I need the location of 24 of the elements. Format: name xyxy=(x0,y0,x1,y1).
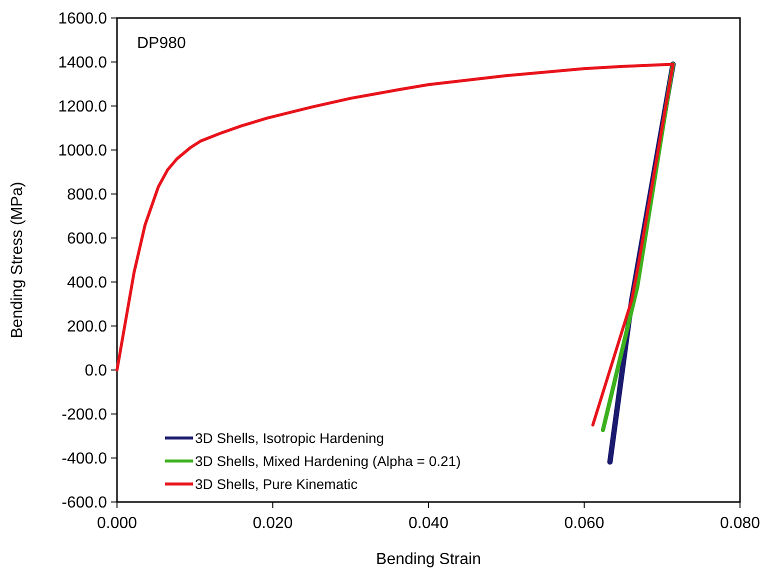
x-tick-label: 0.060 xyxy=(564,515,604,532)
legend-label: 3D Shells, Pure Kinematic xyxy=(195,476,358,492)
y-tick-label: 800.0 xyxy=(66,186,108,204)
text: DP980 xyxy=(137,35,186,52)
y-tick-label: 400.0 xyxy=(66,274,108,292)
y-tick-label: -600.0 xyxy=(62,494,108,512)
y-tick-label: 200.0 xyxy=(66,318,108,336)
y-tick-label: 1200.0 xyxy=(58,98,108,116)
y-axis-title: Bending Stress (MPa) xyxy=(9,182,26,338)
y-tick-label: 0.0 xyxy=(84,362,108,380)
y-tick-label: 1400.0 xyxy=(58,54,108,72)
y-tick-label: 1000.0 xyxy=(58,142,108,160)
y-tick-label: -200.0 xyxy=(62,406,108,424)
x-tick-label: 0.040 xyxy=(408,515,449,532)
y-tick-label: -400.0 xyxy=(62,450,108,468)
x-axis-title: Bending Strain xyxy=(376,551,481,568)
x-tick-label: 0.020 xyxy=(252,515,293,532)
legend-label: 3D Shells, Mixed Hardening (Alpha = 0.21) xyxy=(195,452,461,469)
y-tick-label: 1600.0 xyxy=(58,10,108,28)
x-tick-label: 0.080 xyxy=(720,515,760,532)
line-series xyxy=(116,62,675,426)
legend-label: 3D Shells, Isotropic Hardening xyxy=(195,430,384,446)
y-tick-label: 600.0 xyxy=(66,230,108,248)
x-tick-label: 0.000 xyxy=(96,515,138,532)
